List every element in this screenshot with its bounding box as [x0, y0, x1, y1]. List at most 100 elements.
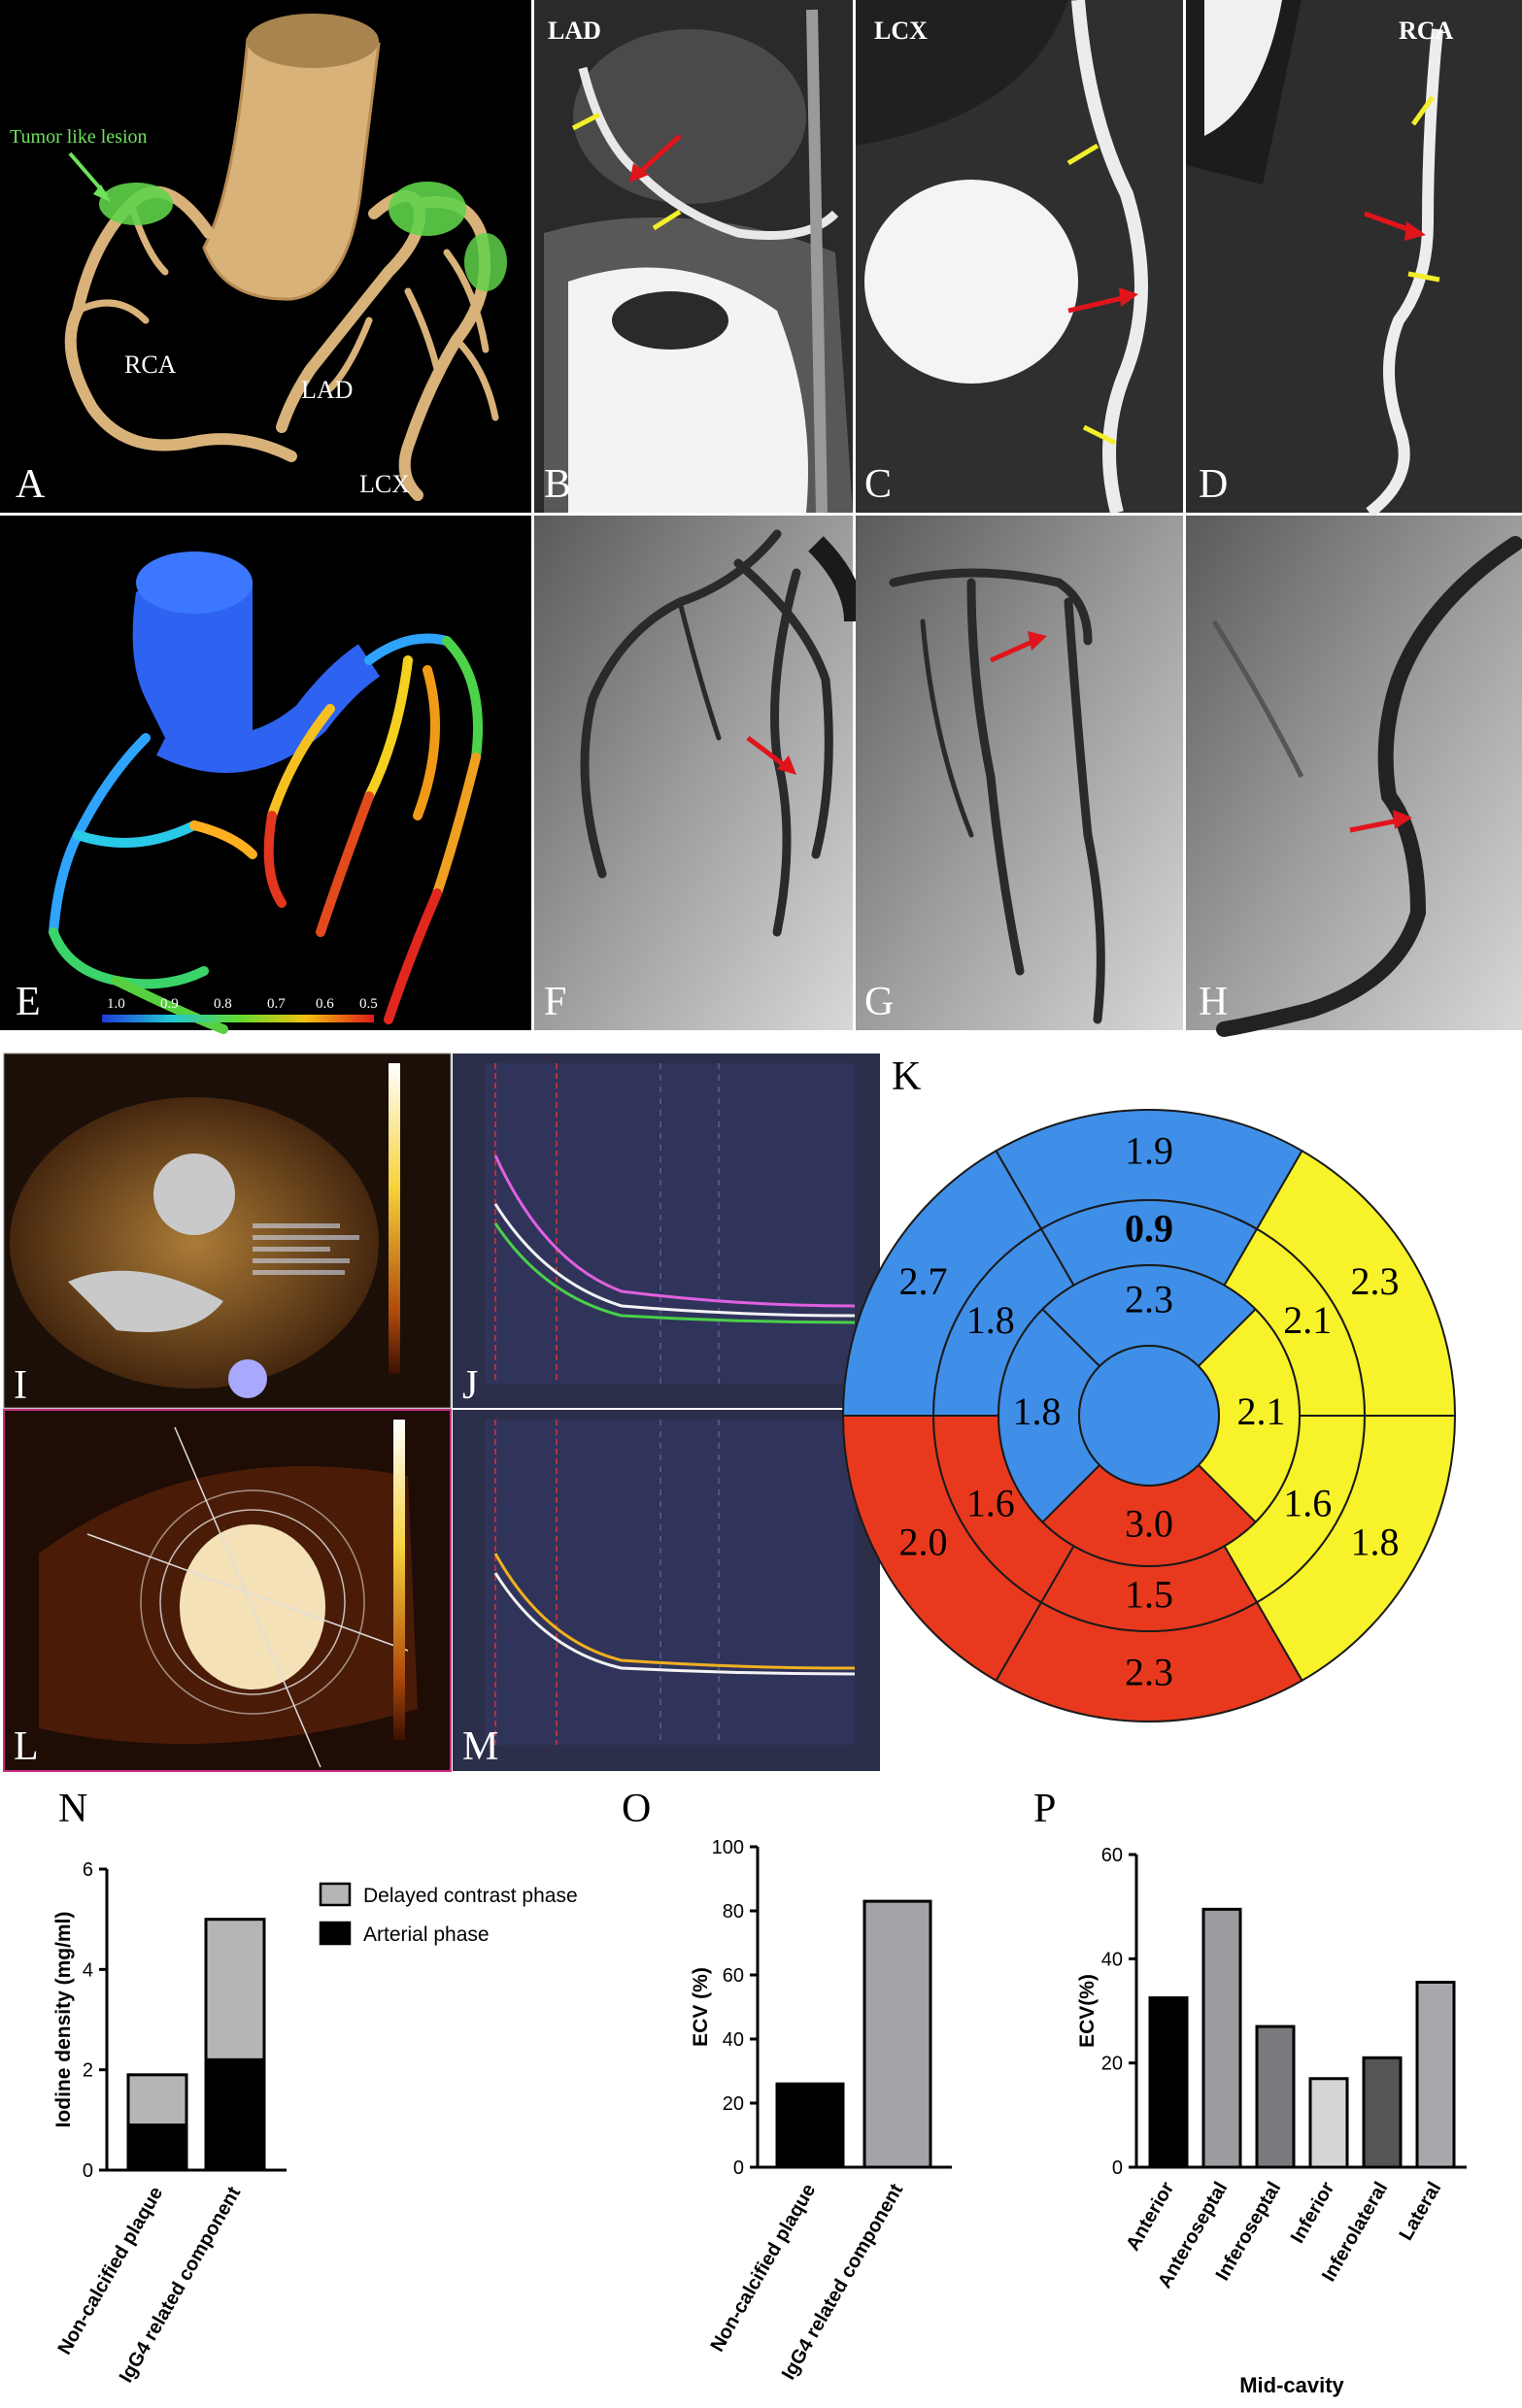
tumor-arrowhead — [93, 184, 111, 202]
arrow-h — [1349, 818, 1400, 833]
legend-swatch — [319, 1882, 352, 1907]
y-tick-label: 0 — [83, 2160, 93, 2182]
bullseye-value: 2.3 — [1125, 1651, 1173, 1694]
cb-tick: 0.8 — [214, 996, 232, 1012]
cb-tick: 0.5 — [359, 996, 378, 1012]
coronary-tree — [64, 185, 499, 501]
panel-i: I — [3, 1053, 452, 1409]
panel-letter-n: N — [58, 1787, 87, 1831]
bullseye-value: 2.7 — [898, 1259, 947, 1303]
lesion-left — [389, 182, 466, 236]
x-axis-title: Mid-cavity — [1239, 2373, 1344, 2397]
panel-letter-g: G — [864, 980, 894, 1024]
aorta-top — [247, 14, 379, 68]
bullseye-value: 1.9 — [1125, 1129, 1173, 1173]
bullseye-value: 2.1 — [1237, 1389, 1286, 1433]
bar-segment — [204, 2057, 266, 2172]
aorta-blue — [132, 570, 253, 752]
bar — [775, 2082, 845, 2169]
bullseye-value: 1.8 — [1013, 1389, 1062, 1433]
cb-tick: 0.7 — [267, 996, 286, 1012]
lesion-right — [99, 183, 173, 225]
panel-letter-c: C — [864, 462, 892, 507]
header-lad: LAD — [548, 17, 601, 45]
cb-tick: 1.0 — [107, 996, 125, 1012]
panel-letter-l: L — [14, 1724, 39, 1769]
panel-letter-o: O — [622, 1787, 651, 1831]
arrow-b — [637, 134, 682, 175]
bar-segment — [126, 2073, 188, 2126]
y-axis-title: ECV (%) — [690, 1967, 712, 2047]
legend-swatch — [319, 1921, 352, 1946]
bar — [1255, 2024, 1296, 2169]
bar — [1308, 2077, 1349, 2169]
panel-letter-p: P — [1033, 1787, 1056, 1831]
panel-m: M — [453, 1410, 880, 1771]
bullseye-value: 2.0 — [898, 1520, 947, 1563]
bar-segment — [126, 2124, 188, 2172]
ffr-tree — [49, 633, 483, 1034]
x-category-label: Anterior — [1122, 2178, 1178, 2255]
x-category-label: Inferior — [1287, 2178, 1339, 2247]
bar — [1148, 1996, 1189, 2169]
bar-segment — [204, 1918, 266, 2061]
panel-j: J — [453, 1054, 880, 1408]
ct-scale-i — [389, 1063, 400, 1374]
marker-b2 — [652, 209, 682, 231]
lcx-vessel — [1071, 0, 1148, 515]
cb-tick: 0.6 — [316, 996, 334, 1012]
y-tick-label: 4 — [83, 1959, 93, 1981]
bullseye-value: 3.0 — [1125, 1502, 1173, 1546]
y-tick-label: 60 — [1101, 1845, 1123, 1866]
arrow-c — [1067, 294, 1128, 314]
bullseye-value: 1.5 — [1125, 1573, 1173, 1617]
panel-letter-e: E — [16, 980, 41, 1024]
y-tick-label: 20 — [723, 2093, 744, 2115]
bar — [1415, 1980, 1456, 2169]
aorta-ct — [153, 1154, 235, 1235]
panel-c: LCX C — [856, 0, 1183, 515]
panel-h: H — [1186, 516, 1522, 1037]
panel-letter-i: I — [14, 1363, 27, 1408]
panel-letter-k: K — [892, 1054, 921, 1099]
lad-vessel — [578, 66, 839, 240]
y-axis-title: Iodine density (mg/ml) — [52, 1912, 75, 2128]
y-tick-label: 2 — [83, 2060, 93, 2082]
arrow-f — [746, 736, 789, 769]
bullseye-value: 2.3 — [1351, 1259, 1400, 1303]
header-lcx: LCX — [874, 17, 928, 45]
panel-f: F — [534, 516, 865, 1030]
panel-letter-d: D — [1199, 462, 1228, 507]
panel-g: G — [856, 516, 1183, 1030]
label-lad: LAD — [301, 376, 353, 404]
y-tick-label: 40 — [1101, 1949, 1123, 1970]
bullseye-value: 1.8 — [1351, 1520, 1400, 1563]
y-tick-label: 60 — [723, 1965, 744, 1987]
bullseye-value: 1.6 — [1283, 1481, 1332, 1524]
panel-letter-j: J — [462, 1363, 478, 1408]
panel-letter-h: H — [1199, 980, 1228, 1024]
bar — [1201, 1907, 1242, 2169]
x-category-label: Lateral — [1395, 2179, 1445, 2245]
panel-k: 1.9 0.9 2.3 2.1 1.8 1.6 2.3 1.5 2.0 1.6 2.7 1.8 2.3 2… — [841, 1109, 1457, 1722]
panel-a: Tumor like lesion RCA LAD LCX A — [0, 0, 531, 513]
arrow-g — [989, 638, 1036, 663]
bullseye-value: 2.1 — [1283, 1298, 1332, 1342]
y-tick-label: 100 — [712, 1837, 744, 1858]
y-axis-title: ECV(%) — [1076, 1974, 1099, 2048]
legend-label: Delayed contrast phase — [363, 1885, 578, 1907]
y-tick-label: 80 — [723, 1901, 744, 1923]
lv-cavity-c — [864, 180, 1078, 384]
label-rca: RCA — [124, 351, 177, 379]
y-tick-label: 20 — [1101, 2054, 1123, 2075]
panel-letter-f: F — [544, 980, 566, 1024]
panel-letter-a: A — [16, 462, 46, 507]
bullseye-value: 0.9 — [1125, 1207, 1173, 1251]
label-lcx: LCX — [359, 470, 410, 498]
y-tick-label: 0 — [1112, 2157, 1123, 2179]
bullseye-value: 1.8 — [966, 1298, 1015, 1342]
y-tick-label: 6 — [83, 1859, 93, 1881]
